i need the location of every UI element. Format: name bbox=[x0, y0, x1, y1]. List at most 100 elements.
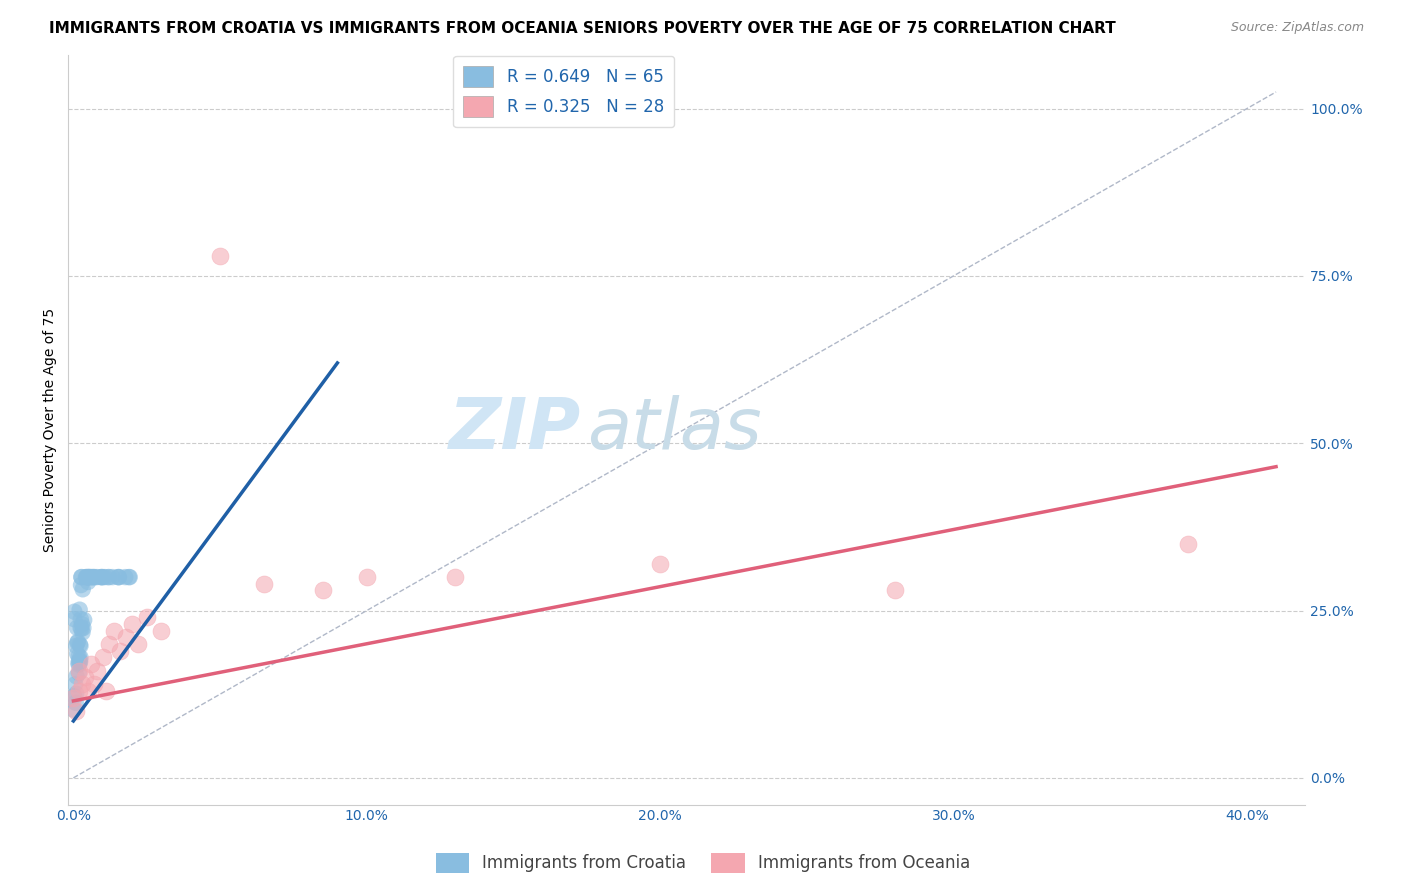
Point bbox=[209, 249, 232, 263]
Point bbox=[883, 583, 905, 598]
Point bbox=[70, 677, 93, 691]
Point bbox=[86, 664, 108, 678]
Point bbox=[82, 570, 104, 584]
Point bbox=[79, 570, 101, 584]
Point bbox=[91, 570, 114, 584]
Point bbox=[121, 616, 143, 631]
Point bbox=[69, 612, 91, 626]
Point bbox=[72, 582, 94, 597]
Point bbox=[82, 570, 104, 584]
Point bbox=[67, 664, 90, 678]
Point bbox=[73, 613, 96, 627]
Point bbox=[135, 610, 157, 624]
Point bbox=[69, 602, 91, 616]
Point bbox=[66, 635, 89, 649]
Point bbox=[110, 643, 132, 657]
Point bbox=[107, 570, 129, 584]
Point bbox=[65, 687, 87, 701]
Text: atlas: atlas bbox=[588, 395, 762, 465]
Point bbox=[69, 621, 91, 635]
Point bbox=[66, 647, 89, 661]
Point bbox=[75, 570, 97, 584]
Point bbox=[63, 612, 86, 626]
Y-axis label: Seniors Poverty Over the Age of 75: Seniors Poverty Over the Age of 75 bbox=[44, 308, 58, 552]
Point bbox=[101, 570, 124, 584]
Point bbox=[77, 570, 100, 584]
Text: Source: ZipAtlas.com: Source: ZipAtlas.com bbox=[1230, 21, 1364, 35]
Point bbox=[65, 704, 87, 718]
Point bbox=[77, 570, 100, 584]
Legend: Immigrants from Croatia, Immigrants from Oceania: Immigrants from Croatia, Immigrants from… bbox=[429, 847, 977, 880]
Point bbox=[91, 650, 114, 665]
Point bbox=[83, 570, 105, 584]
Point bbox=[65, 669, 87, 683]
Point bbox=[648, 557, 671, 571]
Point bbox=[97, 570, 120, 584]
Point bbox=[63, 677, 86, 691]
Point bbox=[72, 621, 94, 635]
Point bbox=[114, 570, 136, 584]
Point bbox=[312, 583, 335, 598]
Point bbox=[97, 637, 120, 651]
Point bbox=[66, 634, 89, 648]
Point bbox=[69, 654, 91, 668]
Point bbox=[70, 578, 93, 592]
Point bbox=[107, 570, 129, 584]
Point bbox=[69, 638, 91, 652]
Point bbox=[67, 684, 90, 698]
Point bbox=[63, 605, 86, 619]
Point bbox=[67, 654, 90, 668]
Point bbox=[79, 570, 101, 584]
Point bbox=[115, 630, 138, 644]
Legend: R = 0.649   N = 65, R = 0.325   N = 28: R = 0.649 N = 65, R = 0.325 N = 28 bbox=[453, 56, 673, 128]
Point bbox=[75, 671, 97, 685]
Point bbox=[443, 570, 465, 584]
Point bbox=[67, 657, 90, 672]
Point bbox=[80, 570, 103, 584]
Point bbox=[118, 570, 141, 584]
Point bbox=[77, 574, 100, 589]
Point bbox=[63, 690, 86, 704]
Point bbox=[97, 570, 120, 584]
Point bbox=[77, 570, 100, 584]
Point bbox=[118, 570, 141, 584]
Point bbox=[90, 570, 112, 584]
Point bbox=[70, 622, 93, 636]
Point bbox=[150, 624, 173, 638]
Point bbox=[69, 656, 91, 670]
Point bbox=[356, 570, 378, 584]
Point bbox=[83, 570, 105, 584]
Point bbox=[80, 657, 103, 671]
Point bbox=[67, 649, 90, 664]
Point bbox=[70, 617, 93, 632]
Point bbox=[86, 570, 108, 584]
Point bbox=[69, 639, 91, 653]
Point bbox=[253, 576, 276, 591]
Point bbox=[72, 625, 94, 640]
Point bbox=[1177, 536, 1199, 550]
Text: ZIP: ZIP bbox=[449, 395, 581, 465]
Point bbox=[76, 570, 98, 584]
Point bbox=[62, 690, 84, 705]
Text: IMMIGRANTS FROM CROATIA VS IMMIGRANTS FROM OCEANIA SENIORS POVERTY OVER THE AGE : IMMIGRANTS FROM CROATIA VS IMMIGRANTS FR… bbox=[49, 21, 1116, 37]
Point bbox=[69, 650, 91, 665]
Point bbox=[77, 684, 100, 698]
Point bbox=[103, 624, 125, 638]
Point bbox=[62, 703, 84, 717]
Point bbox=[65, 696, 87, 710]
Point bbox=[94, 570, 117, 584]
Point bbox=[77, 570, 100, 584]
Point bbox=[108, 570, 131, 584]
Point bbox=[127, 637, 149, 651]
Point bbox=[67, 666, 90, 681]
Point bbox=[94, 684, 117, 698]
Point bbox=[67, 656, 90, 670]
Point bbox=[66, 621, 89, 635]
Point bbox=[75, 570, 97, 584]
Point bbox=[90, 570, 112, 584]
Point bbox=[70, 570, 93, 584]
Point bbox=[90, 570, 112, 584]
Point bbox=[65, 639, 87, 653]
Point bbox=[83, 677, 105, 691]
Point bbox=[70, 570, 93, 584]
